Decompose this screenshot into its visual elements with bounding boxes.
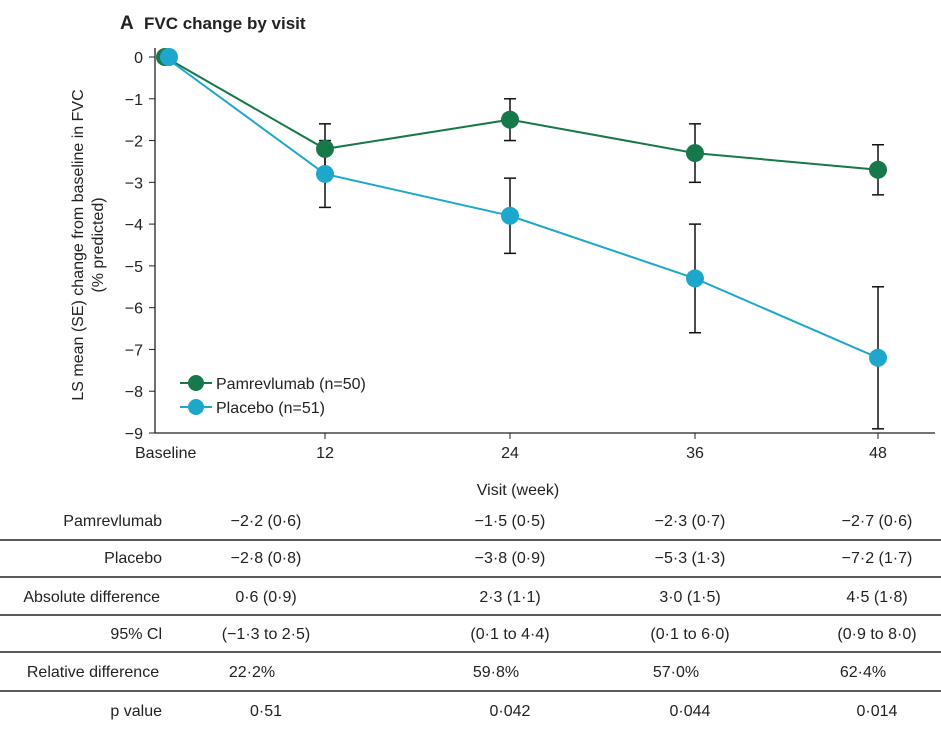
series-line-0 (164, 56, 879, 171)
y-tick-label: −3 (125, 175, 143, 192)
table-cell: 57·0% (653, 664, 699, 681)
y-tick-label: 0 (134, 50, 143, 67)
table-cell: (0·1 to 6·0) (650, 626, 729, 643)
table-cell: 59·8% (473, 664, 519, 681)
x-tick-label: Baseline (135, 445, 196, 462)
x-axis-label: Visit (week) (477, 482, 559, 499)
y-tick-label: −5 (125, 259, 143, 276)
table-cell: 22·2% (229, 664, 275, 681)
table-cell: 0·6 (0·9) (235, 589, 296, 606)
table-cell: 0·042 (490, 703, 531, 720)
row-label: Pamrevlumab (63, 513, 162, 530)
row-label: p value (110, 703, 162, 720)
x-tick-label: 24 (501, 445, 519, 462)
table-cell: −5·3 (1·3) (655, 550, 726, 567)
y-tick-label: −8 (125, 384, 143, 401)
data-point-0 (501, 110, 519, 129)
table-cell: (0·1 to 4·4) (470, 626, 549, 643)
row-label: 95% Cl (110, 626, 162, 643)
y-tick-label: −2 (125, 134, 143, 151)
data-point-1 (501, 206, 519, 225)
data-point-1 (160, 48, 178, 66)
table-cell: −1·5 (0·5) (475, 513, 546, 530)
chart-title: FVC change by visit (144, 14, 306, 33)
table-cell: −2·2 (0·6) (231, 513, 302, 530)
y-axis-label-units: (% predicted) (90, 197, 107, 292)
table-cell: 62·4% (840, 664, 886, 681)
table-cell: 4·5 (1·8) (846, 589, 907, 606)
legend-marker (188, 399, 204, 415)
x-tick-label: 48 (869, 445, 887, 462)
table-cell: (0·9 to 8·0) (837, 626, 916, 643)
table-cell: (−1·3 to 2·5) (222, 626, 310, 643)
data-point-0 (869, 160, 887, 179)
panel-label: A (120, 13, 134, 34)
y-tick-label: −1 (125, 92, 143, 109)
table-cell: 3·0 (1·5) (659, 589, 720, 606)
table-cell: −3·8 (0·9) (475, 550, 546, 567)
table-cell: −2·3 (0·7) (655, 513, 726, 530)
legend-label: Placebo (n=51) (216, 400, 325, 417)
table-cell: 0·044 (670, 703, 711, 720)
row-label: Placebo (104, 550, 162, 567)
row-label: Relative difference (27, 664, 159, 681)
x-tick-label: 36 (686, 445, 704, 462)
series-line-1 (164, 56, 879, 359)
data-point-0 (686, 144, 704, 163)
table-cell: −2·8 (0·8) (231, 550, 302, 567)
y-axis-label: LS mean (SE) change from baseline in FVC (70, 89, 87, 400)
y-tick-label: −4 (125, 217, 143, 234)
y-tick-label: −7 (125, 342, 143, 359)
data-point-1 (316, 164, 334, 183)
data-point-1 (686, 269, 704, 288)
table-cell: −2·7 (0·6) (842, 513, 913, 530)
table-cell: −7·2 (1·7) (842, 550, 913, 567)
legend-marker (188, 375, 204, 391)
x-tick-label: 12 (316, 445, 334, 462)
legend-label: Pamrevlumab (n=50) (216, 376, 366, 393)
data-point-0 (316, 139, 334, 158)
table-cell: 0·014 (857, 703, 898, 720)
data-point-1 (869, 348, 887, 367)
y-tick-label: −9 (125, 426, 143, 443)
table-cell: 0·51 (250, 703, 282, 720)
y-tick-label: −6 (125, 301, 143, 318)
row-label: Absolute difference (23, 589, 160, 606)
table-cell: 2·3 (1·1) (479, 589, 540, 606)
